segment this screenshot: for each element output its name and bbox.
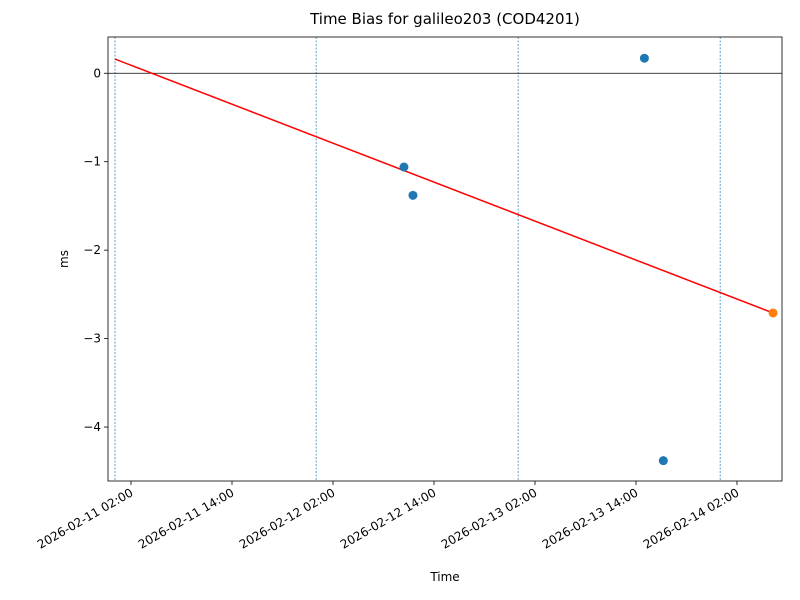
chart-title: Time Bias for galileo203 (COD4201) [309, 10, 580, 28]
y-tick-label: −1 [83, 155, 101, 169]
x-tick-label: 2026-02-11 14:00 [136, 485, 237, 551]
x-tick-label: 2026-02-13 02:00 [439, 485, 540, 551]
y-tick-label: −4 [83, 420, 101, 434]
x-tick-label: 2026-02-12 14:00 [338, 485, 439, 551]
x-axis-label: Time [429, 570, 459, 584]
x-tick-label: 2026-02-13 14:00 [540, 485, 641, 551]
data-point [658, 456, 668, 466]
x-tick-label: 2026-02-14 02:00 [641, 485, 742, 551]
data-point [408, 190, 418, 200]
y-axis-label: ms [57, 250, 71, 268]
x-tick-label: 2026-02-12 02:00 [237, 485, 338, 551]
fit-line [114, 58, 774, 314]
y-tick-label: −2 [83, 243, 101, 257]
data-point [399, 162, 409, 172]
x-tick-label: 2026-02-11 02:00 [35, 485, 136, 551]
plot-frame [107, 36, 783, 482]
data-point [768, 308, 778, 318]
y-tick-label: 0 [93, 66, 101, 80]
y-tick-label: −3 [83, 332, 101, 346]
data-point [639, 53, 649, 63]
